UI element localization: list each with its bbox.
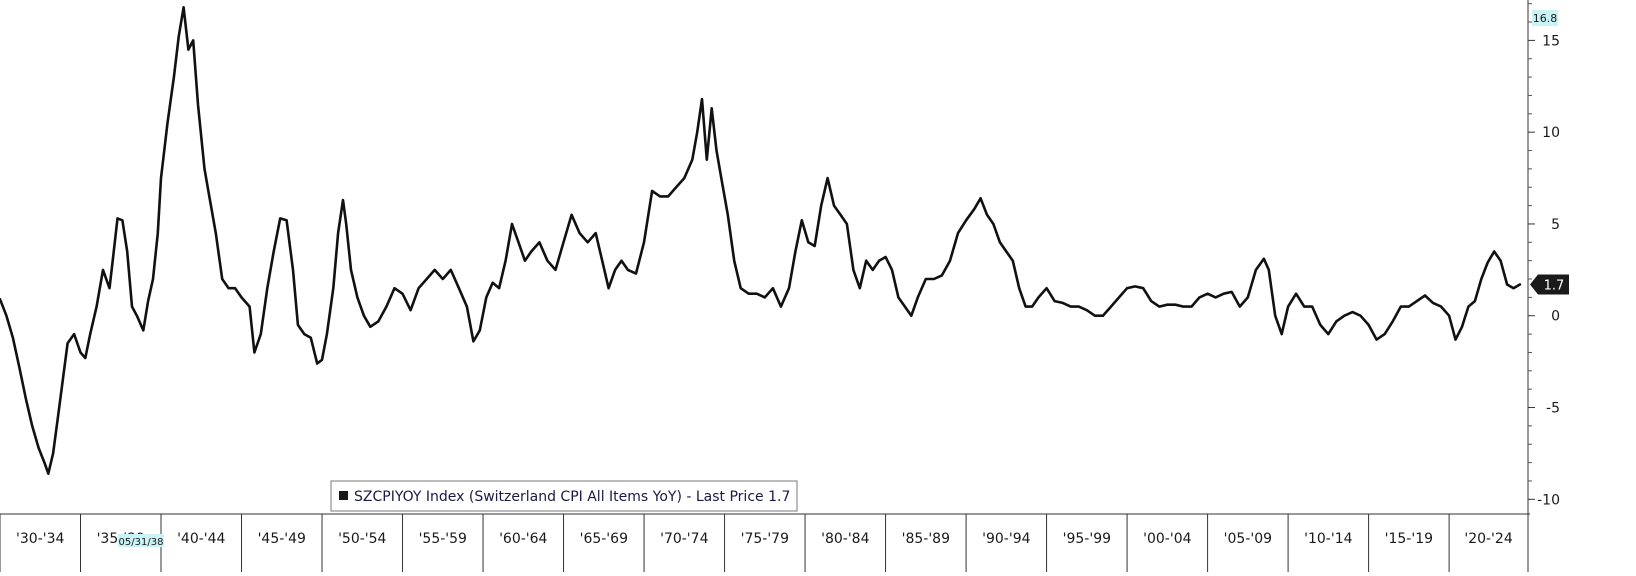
y-tick-label: 0 [1551,309,1560,325]
y-tick-label: 15 [1542,33,1560,49]
cursor-date-bg [118,534,164,547]
x-tick-label: '50-'54 [338,531,386,547]
x-tick-label: '95-'99 [1063,531,1111,547]
x-tick-label: '00-'04 [1143,531,1191,547]
cursor-date-text: 05/31/38 [119,537,164,548]
x-tick-label: '30-'34 [16,531,64,547]
plot-area [0,6,1522,475]
x-tick-label: '10-'14 [1304,531,1352,547]
x-tick-label: '05-'09 [1224,531,1272,547]
x-tick-label: '85-'89 [902,531,950,547]
max-value-marker-label: 16.8 [1533,12,1558,25]
y-tick-label: 10 [1542,125,1560,141]
y-tick-label: 5 [1551,217,1560,233]
x-tick-label: '70-'74 [660,531,708,547]
legend[interactable]: SZCPIYOY Index (Switzerland CPI All Item… [330,480,798,512]
legend-box [330,480,798,512]
last-price-marker-bg [1530,274,1569,295]
legend-label: SZCPIYOY Index (Switzerland CPI All Item… [354,489,790,505]
cursor-date-label: 05/31/38 [118,534,164,548]
series-line-szcpiyoy [0,6,1522,475]
legend-swatch [339,491,348,500]
x-tick-label: '20-'24 [1464,531,1512,547]
x-tick-label: '60-'64 [499,531,547,547]
last-price-marker: 1.7 [1530,274,1569,295]
y-axis: 15 10 5 0 -5 -10 [1527,0,1560,514]
last-price-marker-label: 1.7 [1544,279,1565,294]
max-value-marker-bg [1532,10,1558,26]
max-value-marker: 16.8 [1532,10,1558,26]
x-tick-label: '40-'44 [177,531,225,547]
x-tick-label: '15-'19 [1385,531,1433,547]
x-tick-label: '75-'79 [741,531,789,547]
x-tick-label: '65-'69 [580,531,628,547]
x-tick-label: '55-'59 [419,531,467,547]
value-markers: 16.8 1.7 [1530,10,1569,295]
x-tick-label: '45-'49 [258,531,306,547]
x-tick-label: '80-'84 [821,531,869,547]
y-tick-label: -10 [1537,492,1560,508]
y-tick-label: -5 [1546,401,1560,417]
x-tick-label: '90-'94 [982,531,1030,547]
x-axis: '30-'34'35-'39'40-'44'45-'49'50-'54'55-'… [0,513,1530,572]
